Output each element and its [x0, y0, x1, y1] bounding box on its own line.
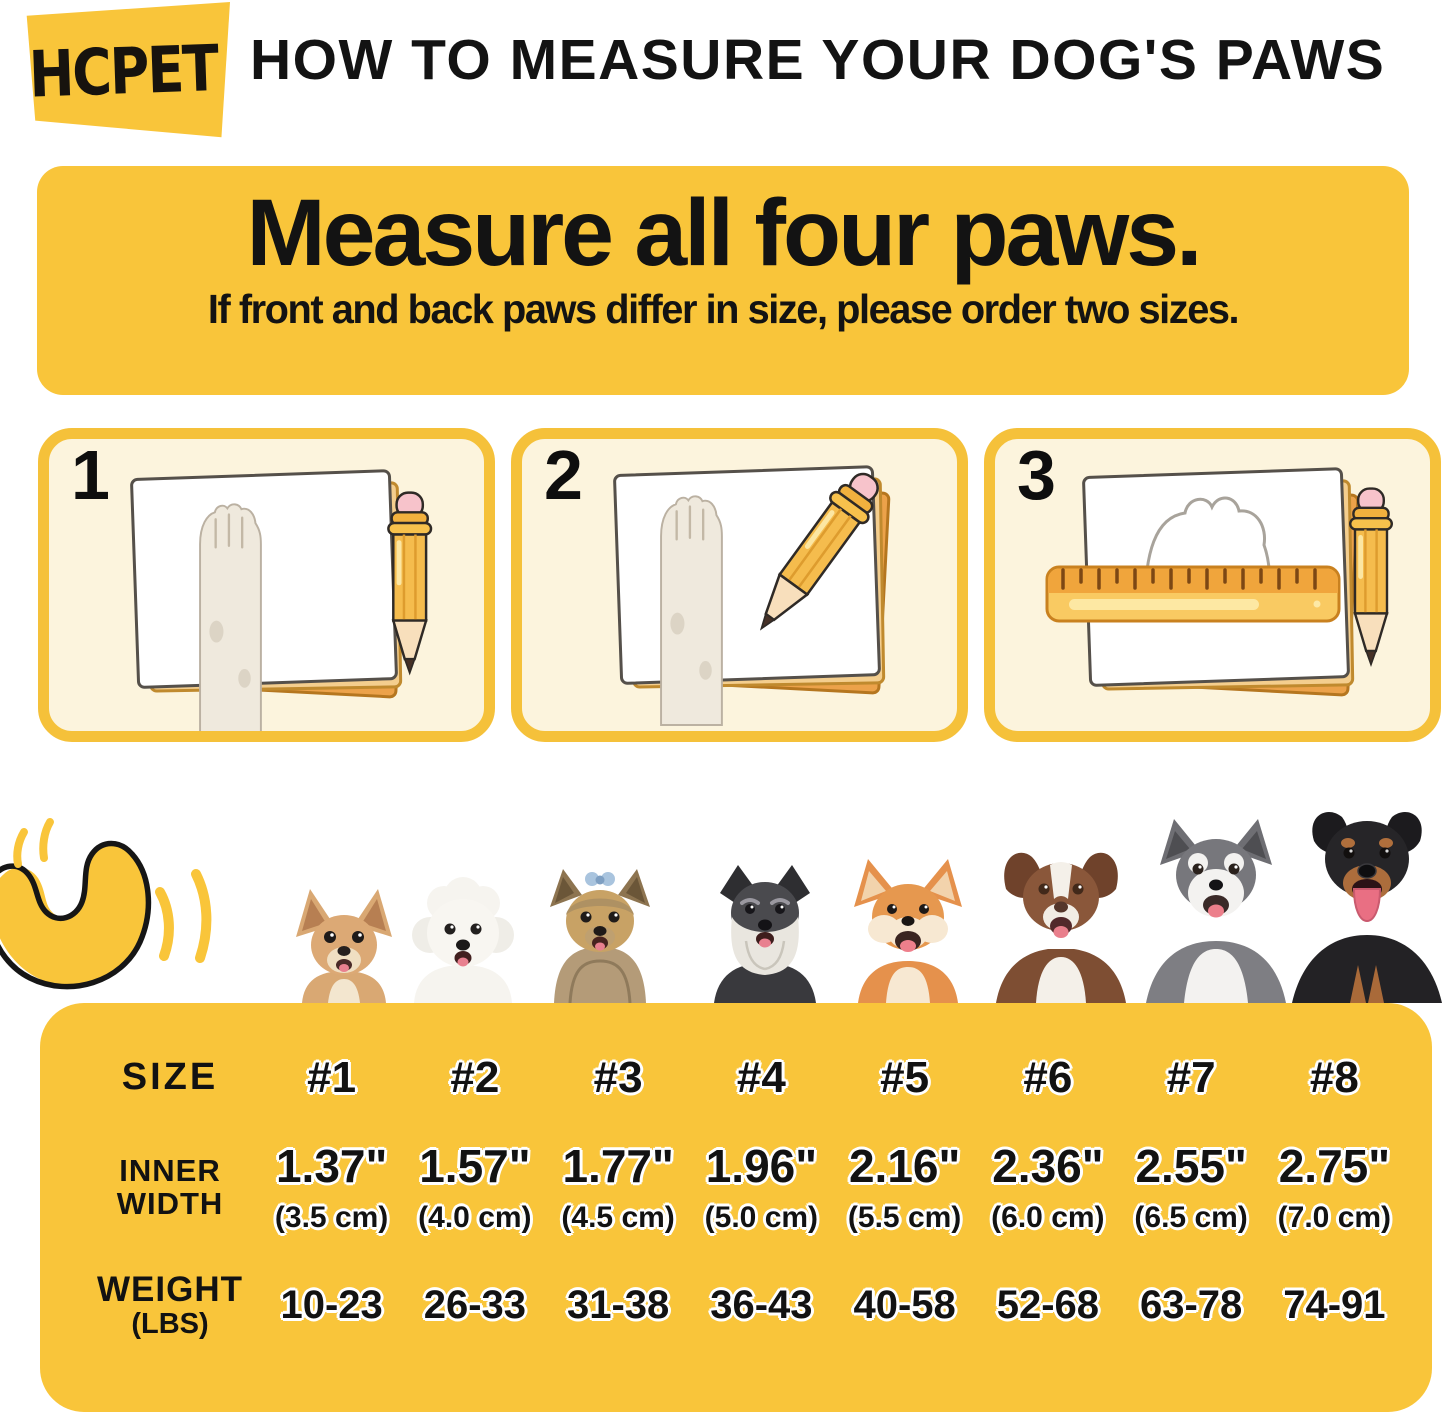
- motion-dash: [155, 887, 174, 961]
- inner-width-cell: 2.36" (6.0 cm): [976, 1139, 1119, 1235]
- motion-dash: [13, 828, 28, 868]
- weight-value: 40-58: [853, 1283, 956, 1328]
- paw-outline-drawing: [1143, 496, 1272, 622]
- inner-width-inches: 1.57": [419, 1140, 531, 1192]
- dog-photo-australian-shepherd: [996, 852, 1126, 1003]
- inner-width-cm: (6.0 cm): [991, 1201, 1105, 1234]
- step-number-1: 1: [71, 436, 110, 514]
- inner-width-row-label: INNER WIDTH: [80, 1152, 260, 1221]
- dog-photo-chihuahua: [296, 889, 392, 1003]
- dog-photo-rottweiler: [1292, 811, 1442, 1003]
- step-card-3: 3: [984, 428, 1441, 742]
- motion-dash: [191, 869, 212, 963]
- banner-heading: Measure all four paws.: [246, 180, 1203, 286]
- table-row-size: SIZE #1 #2 #3 #4 #5 #6 #7 #8: [40, 1053, 1432, 1103]
- weight-value: 31-38: [566, 1283, 670, 1328]
- inner-width-cell: 2.55" (6.5 cm): [1120, 1139, 1263, 1235]
- weight-value: 63-78: [1139, 1283, 1243, 1328]
- weight-value: 36-43: [710, 1283, 813, 1328]
- inner-width-inches: 1.96": [705, 1140, 818, 1192]
- inner-width-label-line2: WIDTH: [116, 1186, 224, 1221]
- size-value: #7: [1166, 1053, 1216, 1102]
- size-value: #5: [880, 1053, 930, 1102]
- inner-width-inches: 2.75": [1278, 1140, 1391, 1192]
- instruction-banner: Measure all four paws. If front and back…: [37, 166, 1409, 395]
- weight-label-line1: WEIGHT: [97, 1270, 243, 1309]
- motion-dash: [39, 818, 54, 862]
- size-row-label: SIZE: [121, 1056, 219, 1099]
- weight-value: 52-68: [996, 1283, 1100, 1328]
- pencil-icon: [1348, 487, 1394, 666]
- size-value: #3: [593, 1053, 643, 1102]
- table-row-inner-width: INNER WIDTH 1.37" (3.5 cm) 1.57" (4.0 cm) …: [40, 1139, 1432, 1235]
- trace-paw-illustration: [612, 462, 891, 727]
- size-value: #6: [1023, 1053, 1073, 1102]
- inner-width-cell: 2.16" (5.5 cm): [833, 1139, 976, 1235]
- table-row-weight: WEIGHT (LBS) 10-23 26-33 31-38 36-43 40-…: [40, 1271, 1432, 1340]
- dog-photo-miniature-schnauzer: [714, 865, 816, 1003]
- brand-logo-text: HCPET: [27, 30, 219, 112]
- step-card-1: 1: [38, 428, 495, 742]
- dog-paw-icon: [198, 503, 263, 731]
- dog-photo-yorkshire-terrier: [550, 869, 650, 1003]
- dog-paw-icon: [659, 495, 724, 727]
- inner-width-cm: (7.0 cm): [1277, 1201, 1392, 1234]
- inner-width-cell: 1.77" (4.5 cm): [547, 1139, 690, 1235]
- inner-width-inches: 1.77": [562, 1140, 674, 1192]
- swoosh-outline: [0, 840, 152, 990]
- size-chart-table: SIZE #1 #2 #3 #4 #5 #6 #7 #8 INNER WIDTH…: [40, 1003, 1432, 1412]
- ruler-measure-illustration: [1045, 467, 1394, 697]
- inner-width-inches: 1.37": [275, 1140, 388, 1192]
- inner-width-cell: 1.96" (5.0 cm): [690, 1139, 833, 1235]
- brand-logo: HCPET: [26, 2, 230, 138]
- inner-width-inches: 2.36": [992, 1140, 1104, 1192]
- size-value: #8: [1309, 1053, 1359, 1102]
- size-value: #1: [307, 1053, 357, 1102]
- weight-value: 10-23: [280, 1283, 383, 1328]
- ruler-icon: [1045, 565, 1341, 623]
- inner-width-cm: (5.5 cm): [847, 1201, 962, 1234]
- inner-width-inches: 2.55": [1135, 1140, 1247, 1192]
- step-card-2: 2: [511, 428, 968, 742]
- dog-photo-shiba-inu: [854, 859, 962, 1003]
- step-number-3: 3: [1017, 436, 1056, 514]
- size-value: #4: [736, 1053, 786, 1102]
- weight-value: 74-91: [1283, 1283, 1386, 1328]
- swoosh-doodle: [0, 818, 212, 990]
- inner-width-label-line1: INNER: [119, 1152, 221, 1188]
- inner-width-cell: 2.75" (7.0 cm): [1263, 1139, 1406, 1235]
- inner-width-cm: (3.5 cm): [274, 1201, 389, 1234]
- inner-width-cm: (5.0 cm): [704, 1201, 819, 1234]
- dog-photo-alaskan-malamute: [1146, 819, 1286, 1003]
- inner-width-cm: (6.5 cm): [1134, 1201, 1248, 1234]
- measuring-steps-row: 1 2 3: [38, 428, 1441, 742]
- size-value: #2: [450, 1053, 500, 1102]
- inner-width-inches: 2.16": [848, 1140, 961, 1192]
- inner-width-cell: 1.57" (4.0 cm): [403, 1139, 546, 1235]
- banner-subheading: If front and back paws differ in size, p…: [207, 285, 1240, 332]
- inner-width-cm: (4.0 cm): [418, 1201, 532, 1234]
- weight-label-line2: (LBS): [131, 1307, 209, 1340]
- page-title: HOW TO MEASURE YOUR DOG'S PAWS: [250, 28, 1386, 92]
- paper-stack-icon: [129, 469, 408, 699]
- paw-on-paper-illustration: [129, 469, 433, 731]
- weight-value: 26-33: [423, 1283, 527, 1328]
- weight-row-label: WEIGHT (LBS): [80, 1271, 260, 1340]
- dog-photo-bichon-frise: [412, 877, 514, 1003]
- inner-width-cell: 1.37" (3.5 cm): [260, 1139, 403, 1235]
- inner-width-cm: (4.5 cm): [561, 1201, 675, 1234]
- step-number-2: 2: [544, 436, 583, 514]
- swoosh-blob: [0, 841, 147, 986]
